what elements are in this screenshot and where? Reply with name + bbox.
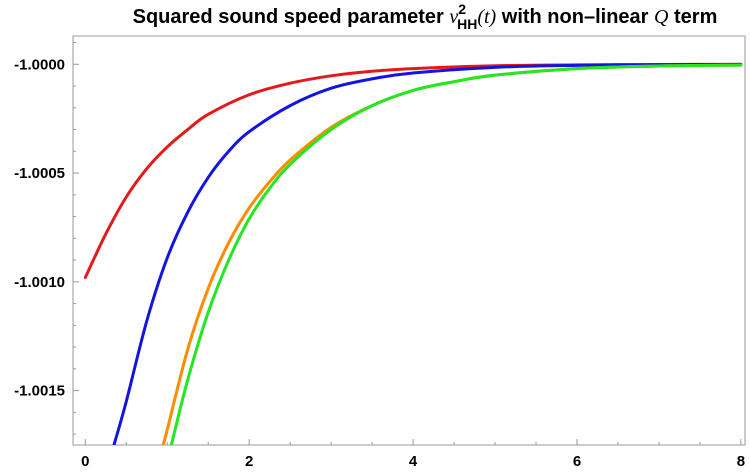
title-q-symbol: Q bbox=[654, 6, 669, 28]
chart-title: Squared sound speed parameter v2 HH(t) wi… bbox=[133, 1, 718, 32]
title-prefix: Squared sound speed parameter bbox=[133, 6, 450, 28]
y-tick-label: -1.0005 bbox=[14, 165, 65, 182]
title-suffix: term bbox=[668, 6, 717, 28]
x-tick-label: 2 bbox=[245, 453, 253, 470]
y-tick-label: -1.0015 bbox=[14, 383, 65, 400]
series-line-4 bbox=[169, 63, 743, 445]
title-argument: (t) bbox=[477, 6, 496, 28]
x-tick-label: 0 bbox=[81, 453, 89, 470]
series-line-3 bbox=[161, 63, 743, 445]
title-symbol: v bbox=[449, 6, 458, 28]
title-superscript: 2 bbox=[458, 1, 466, 17]
title-middle: with non–linear bbox=[496, 6, 654, 28]
x-tick-label: 6 bbox=[573, 453, 581, 470]
series-line-1 bbox=[83, 62, 743, 279]
y-tick-label: -1.0010 bbox=[14, 274, 65, 291]
plot-frame bbox=[72, 35, 746, 446]
x-tick-label: 8 bbox=[737, 453, 745, 470]
series-layer bbox=[83, 62, 743, 445]
ticks-layer: 0 2 4 6 8 -1.0000 -1.0005 -1.0010 -1.0015 bbox=[14, 42, 745, 470]
title-subscript: HH bbox=[457, 16, 477, 32]
y-tick-label: -1.0000 bbox=[14, 56, 65, 73]
x-tick-label: 4 bbox=[409, 453, 418, 470]
series-line-2 bbox=[112, 62, 743, 445]
